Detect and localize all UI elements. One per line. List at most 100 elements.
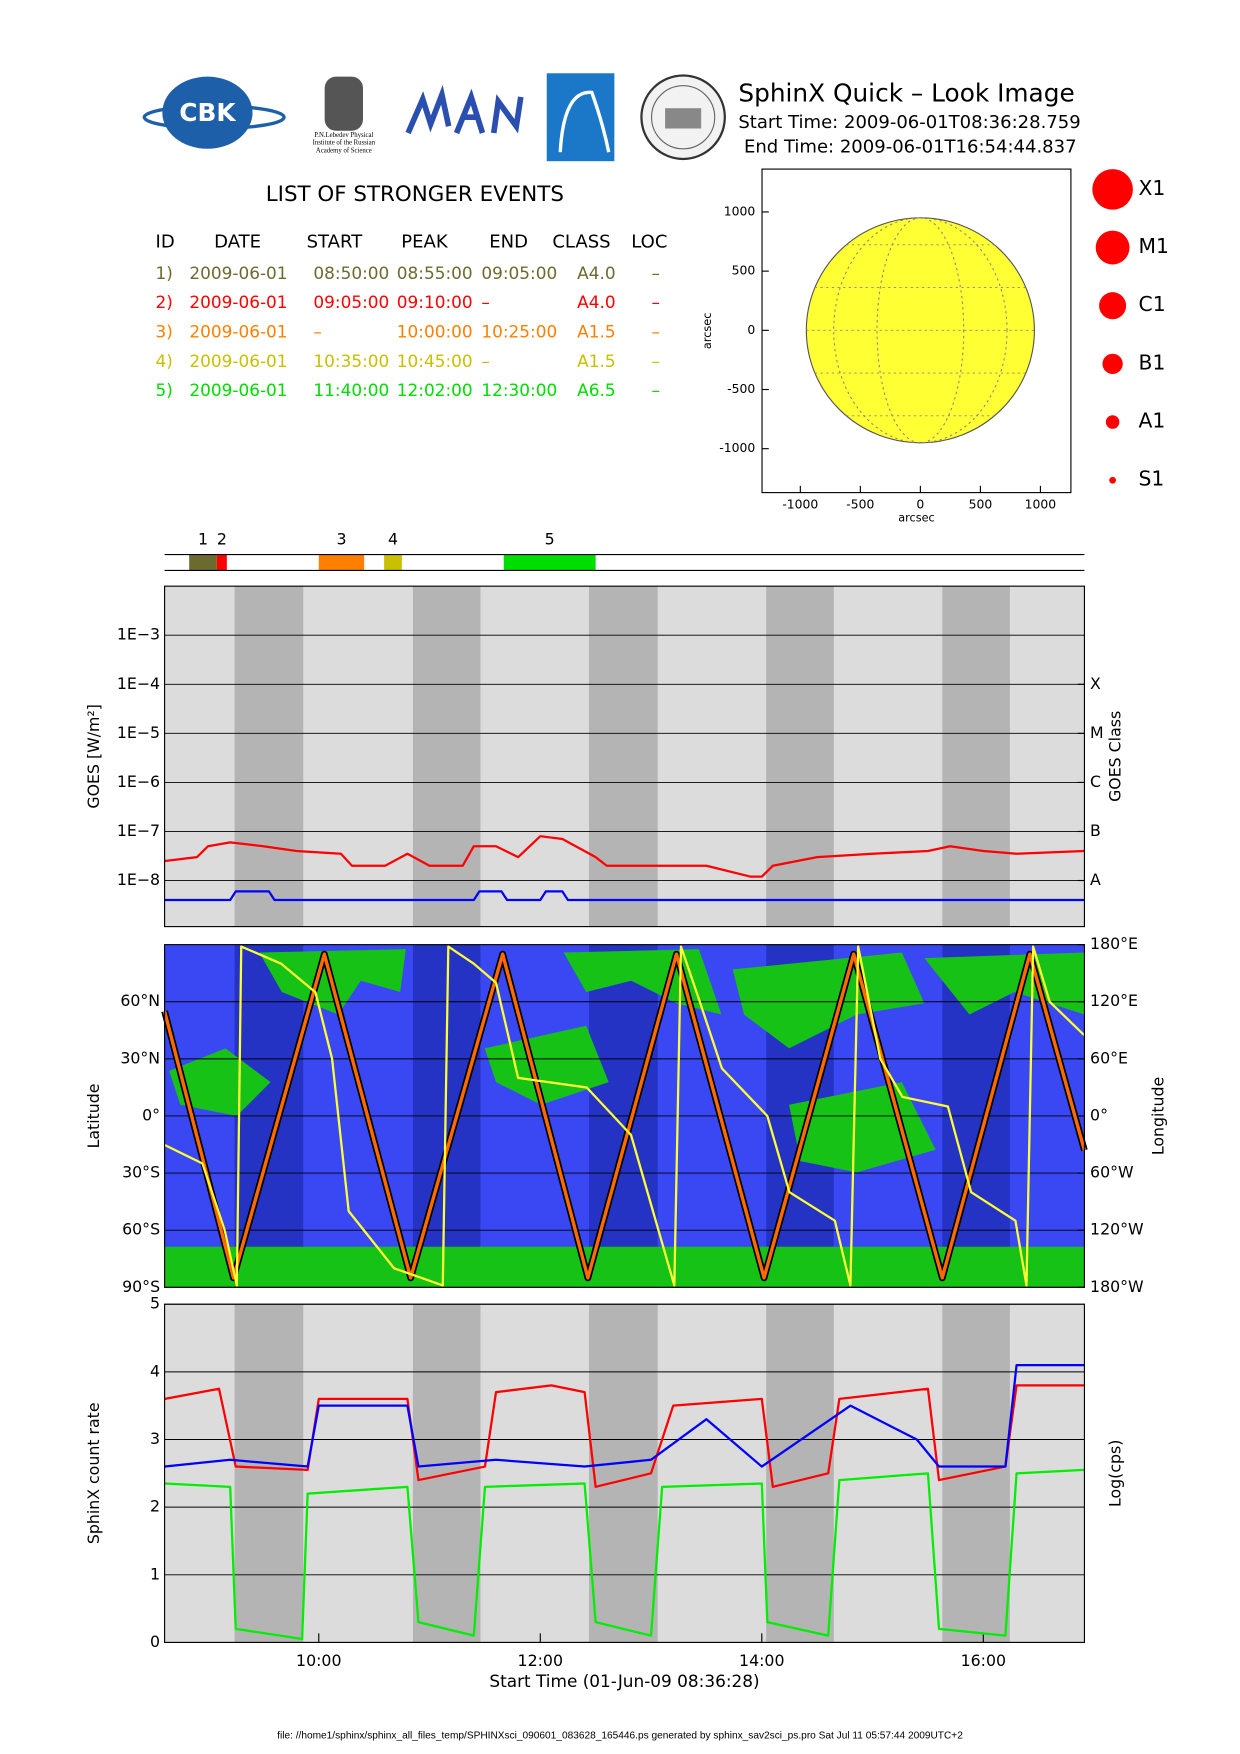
size-legend-marker: [1095, 230, 1130, 265]
events-title: LIST OF STRONGER EVENTS: [266, 182, 564, 207]
plot-frame: [164, 585, 1085, 928]
disk-meridian: [876, 217, 965, 444]
x-tick-label: -1000: [782, 497, 818, 512]
y2-tick-label: M: [1090, 723, 1104, 742]
event-cell: A4.0: [577, 292, 615, 312]
event-bar: [318, 554, 365, 571]
event-cell: 5): [156, 380, 173, 400]
y-tick-label: 1: [150, 1564, 160, 1583]
series-line: [164, 1468, 1085, 1641]
background-layer: [164, 586, 1085, 1643]
x-tick-label: 12:00: [518, 1651, 563, 1670]
column-header: ID: [156, 231, 175, 252]
logo-disc: [162, 76, 253, 149]
event-label: 2: [217, 529, 227, 548]
portrait: [324, 76, 363, 131]
column-header: END: [489, 231, 528, 252]
series-line: [164, 890, 1085, 902]
event-cell: 08:50:00: [313, 263, 389, 283]
size-legend-label: A1: [1139, 409, 1166, 433]
shaded-interval: [766, 586, 834, 927]
event-bar: [503, 554, 596, 571]
shaded-interval: [412, 586, 481, 927]
event-cell: –: [652, 292, 660, 312]
column-header: START: [307, 231, 364, 252]
footer: file: //home1/sphinx/sphinx_all_files_te…: [277, 1731, 963, 1742]
x-tick-label: 16:00: [961, 1651, 1006, 1670]
y-tick-label: 1E−6: [117, 772, 160, 791]
y-tick-label: 2: [150, 1497, 160, 1516]
x-tick-label: 1000: [1025, 497, 1057, 512]
plot-frame: [164, 944, 1085, 1288]
size-legend-label: C1: [1139, 292, 1166, 316]
y-tick-label: -500: [727, 381, 755, 396]
event-cell: –: [652, 380, 660, 400]
series-line: [164, 835, 1085, 878]
event-cell: 09:05:00: [481, 263, 557, 283]
caption-line: Academy of Science: [316, 148, 372, 155]
y2-tick-label: 180°W: [1090, 1277, 1144, 1296]
event-cell: 2009-06-01: [189, 351, 287, 371]
shaded-interval: [942, 586, 1010, 927]
end-time: End Time: 2009-06-01T16:54:44.837: [744, 137, 1077, 158]
size-legend-marker: [1105, 415, 1120, 429]
y2-tick-label: B: [1090, 821, 1101, 840]
size-legend-label: M1: [1139, 234, 1169, 258]
shaded-interval: [234, 586, 304, 927]
y-tick-label: 3: [150, 1429, 160, 1448]
column-header: CLASS: [552, 231, 610, 252]
mian-logo: [405, 84, 524, 135]
logo-arc: [558, 90, 611, 153]
event-bar: [216, 554, 227, 571]
shaded-interval: [589, 1304, 658, 1643]
event-cell: 09:10:00: [397, 292, 473, 312]
seal-building: [665, 108, 702, 129]
y-tick-label: 1000: [724, 203, 756, 218]
y2-tick-label: X: [1090, 674, 1101, 693]
y2-axis-label: GOES Class: [1105, 711, 1124, 802]
y2-tick-label: 60°E: [1090, 1048, 1128, 1067]
y-tick-label: 60°S: [122, 1220, 160, 1239]
event-cell: 10:45:00: [397, 351, 473, 371]
event-cell: 10:35:00: [313, 351, 389, 371]
y-tick-label: 1E−4: [117, 674, 160, 693]
event-cell: –: [652, 263, 660, 283]
y-axis-label: arcsec: [701, 313, 714, 349]
y2-tick-label: A: [1090, 870, 1101, 889]
event-cell: –: [652, 322, 660, 342]
y-tick-label: 0: [150, 1632, 160, 1651]
event-label: 1: [198, 529, 208, 548]
event-cell: 12:30:00: [481, 380, 557, 400]
event-cell: 09:05:00: [313, 292, 389, 312]
y-tick-label: 1E−5: [117, 723, 160, 742]
seal-inner: [650, 85, 716, 150]
event-label: 4: [388, 529, 398, 548]
logo-square: [546, 73, 615, 162]
size-legend-label: B1: [1139, 350, 1166, 374]
event-bar: [189, 554, 217, 571]
coverage-patch: [484, 1025, 609, 1105]
series-line: [163, 945, 1085, 1287]
size-legend-label: S1: [1139, 467, 1165, 491]
event-bar: [384, 554, 402, 571]
y-tick-label: 0: [747, 322, 755, 337]
series-line: [162, 952, 1087, 1280]
y-tick-label: 1E−7: [117, 821, 160, 840]
size-legend-marker: [1102, 353, 1123, 375]
event-cell: 10:00:00: [397, 322, 473, 342]
column-header: LOC: [631, 231, 667, 252]
logo-glyphs: [405, 84, 524, 135]
y2-tick-label: C: [1090, 772, 1101, 791]
size-legend-marker: [1099, 292, 1127, 320]
coverage-patch: [732, 952, 925, 1049]
event-cell: –: [313, 322, 321, 342]
seal-logo: [640, 74, 726, 161]
y-tick-label: 90°S: [122, 1277, 160, 1296]
size-legend-marker: [1092, 169, 1133, 210]
y2-tick-label: 0°: [1090, 1105, 1108, 1124]
event-cell: A6.5: [577, 380, 615, 400]
y-tick-label: 1E−8: [117, 870, 160, 889]
event-cell: A1.5: [577, 322, 615, 342]
x-tick-label: -500: [846, 497, 874, 512]
coverage-patch: [789, 1082, 936, 1173]
